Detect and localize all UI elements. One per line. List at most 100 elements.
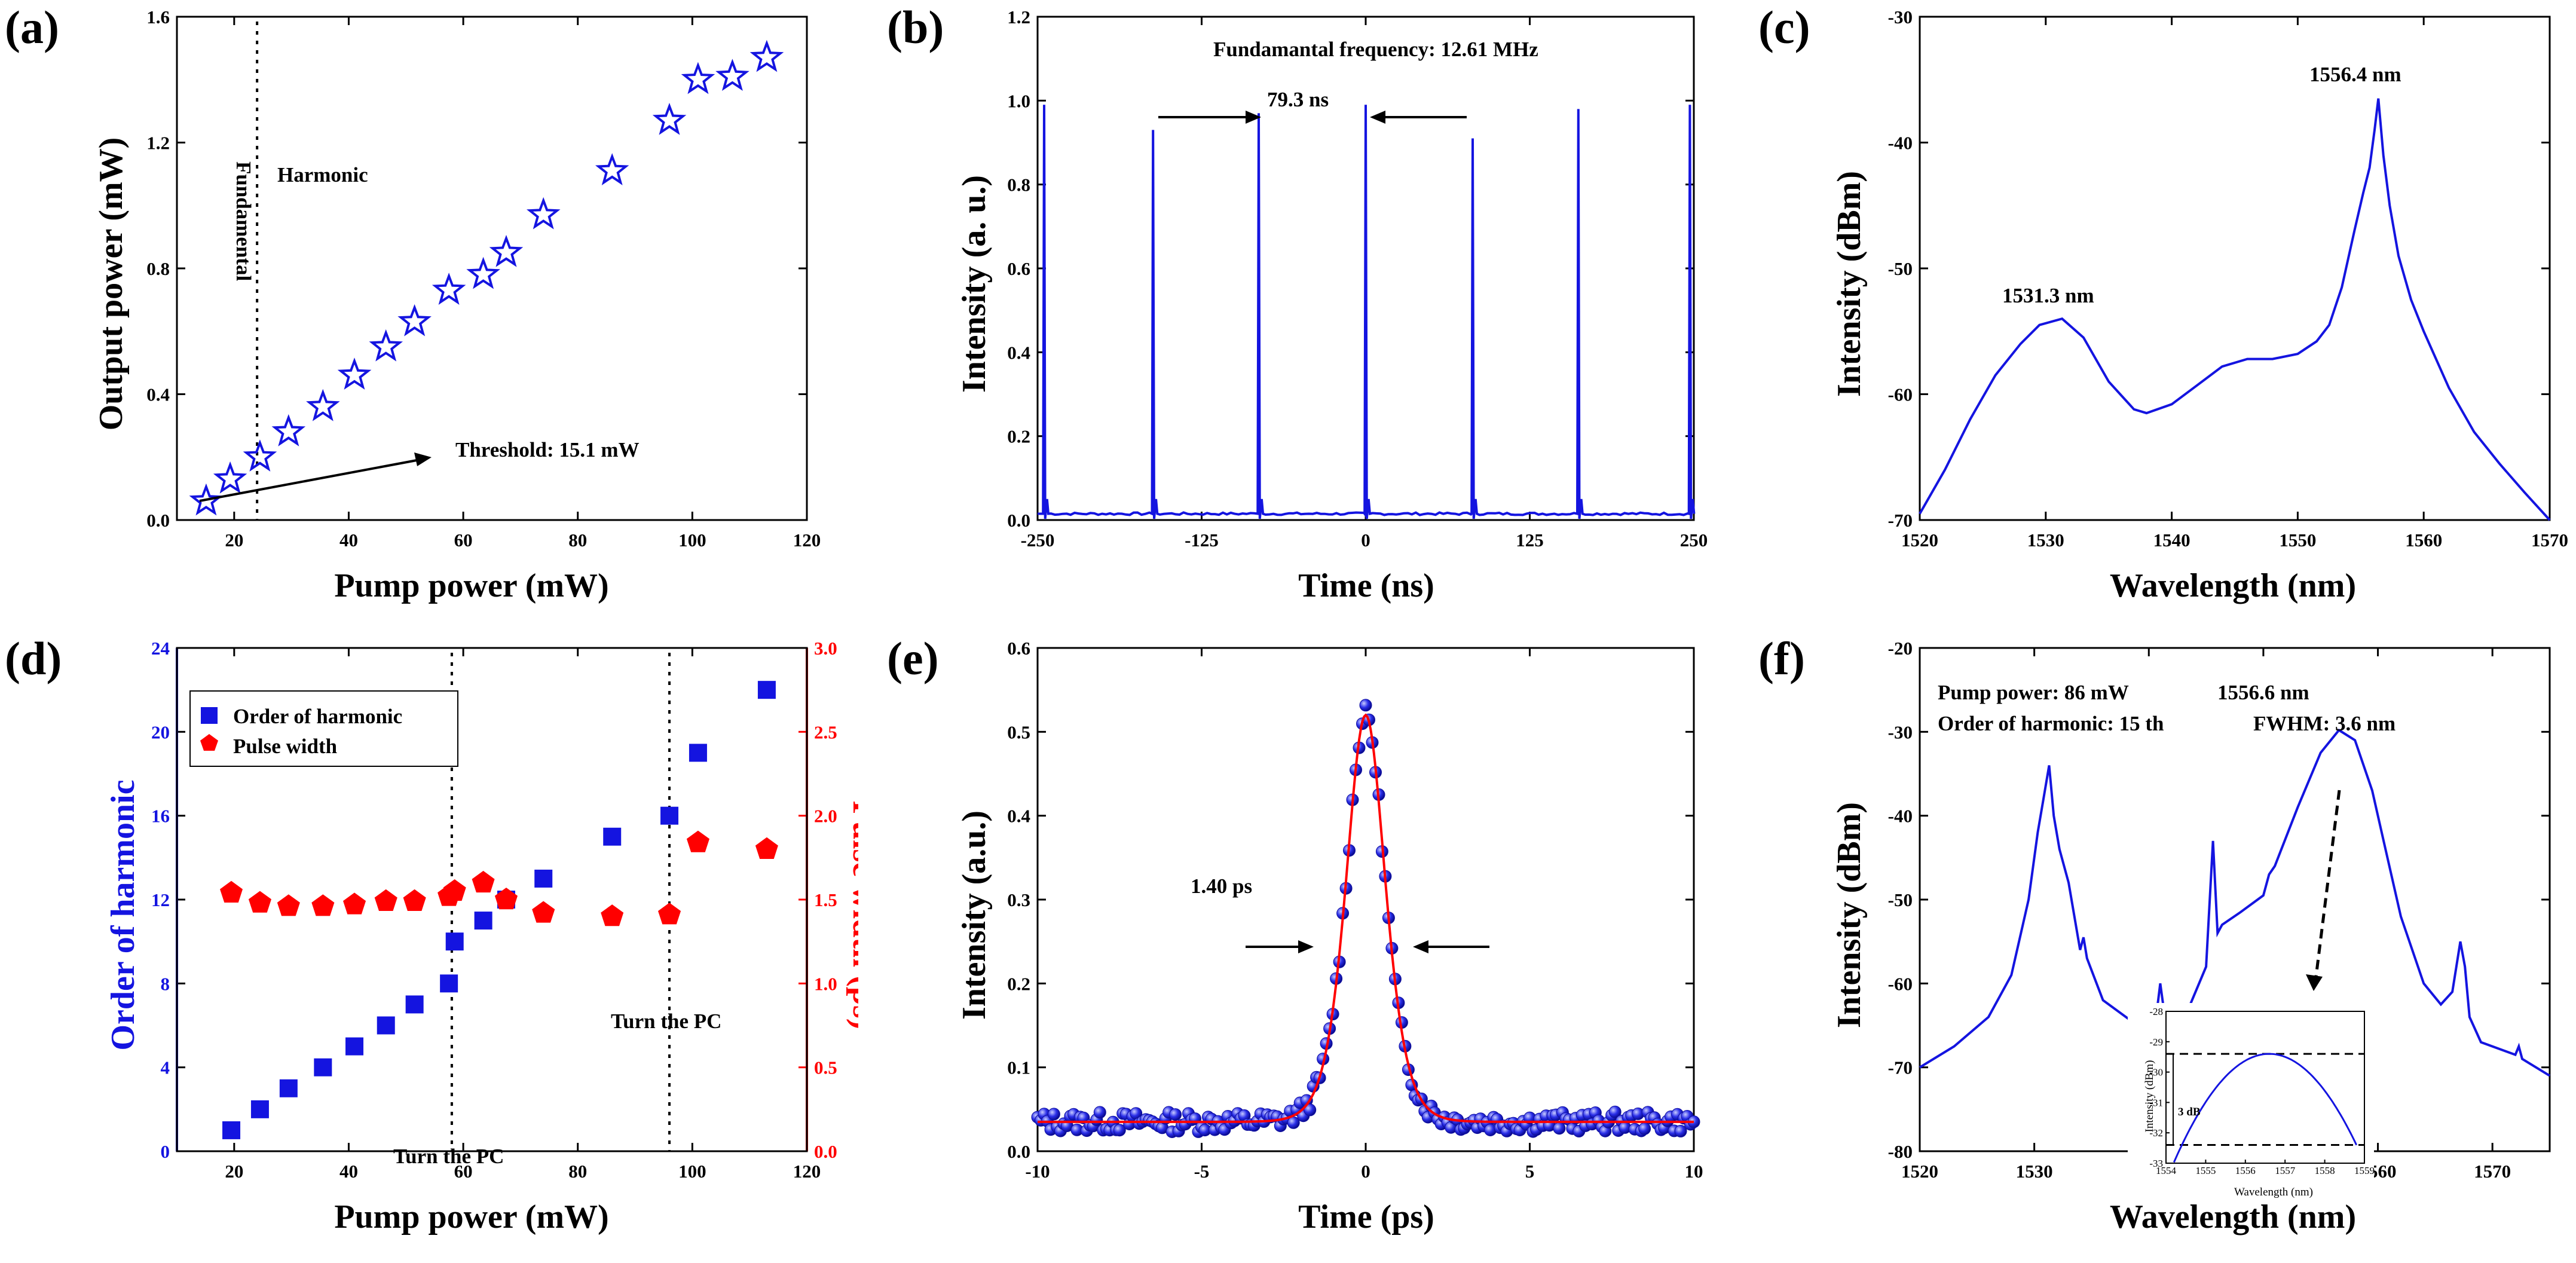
x-tick-label: 20 (225, 1161, 243, 1182)
x-tick-label: 40 (339, 530, 358, 551)
x-tick-label: 250 (1680, 530, 1708, 551)
harmonic-order-point (603, 827, 622, 846)
inset-y-tick-label: -32 (2149, 1127, 2163, 1139)
inset-x-tick-label: 1554 (2156, 1165, 2177, 1176)
inset-background (2128, 1003, 2374, 1184)
y-right-tick-label: 3.0 (814, 638, 837, 659)
data-point-sphere (1608, 1105, 1622, 1118)
y-right-tick-label: 2.0 (814, 806, 837, 827)
y-tick-label: 4 (161, 1057, 170, 1078)
data-point-star (749, 39, 784, 72)
pulse-width-point (248, 891, 271, 913)
data-point-sphere (1047, 1108, 1060, 1121)
data-point-sphere (1359, 699, 1372, 712)
period-arrowhead-right (1370, 111, 1385, 124)
pulse-width-point (532, 901, 555, 923)
y-right-tick-label: 1.0 (814, 973, 837, 994)
y-tick-label: 0.4 (1007, 806, 1030, 827)
width-arrowhead-left (1298, 940, 1314, 953)
x-tick-label: -250 (1021, 530, 1055, 551)
plot-frame (176, 16, 808, 521)
y-tick-label: 24 (151, 638, 170, 659)
y-tick-label: -40 (1888, 133, 1913, 154)
y-tick-label: -40 (1888, 806, 1913, 827)
inset-y-tick-label: -28 (2149, 1006, 2163, 1017)
panel-c: (c) 1520 1530 1540 1550 1560 1570 -70 -60 -50 -40… (1717, 0, 2575, 631)
pulse-width-point (374, 889, 397, 911)
pulse-width-point (311, 894, 335, 916)
x-tick-label: -125 (1185, 530, 1219, 551)
plot-frame (1036, 16, 1695, 521)
x-tick-label: 1530 (2027, 530, 2064, 551)
data-point-sphere (1304, 1103, 1317, 1117)
y-tick-label: -60 (1888, 973, 1913, 994)
x-tick-label: 120 (793, 1161, 821, 1182)
y-tick-label: -30 (1888, 721, 1913, 742)
spectrum-line (1919, 728, 2551, 1077)
harmonic-order-point (534, 869, 553, 888)
harmonic-order-point (689, 744, 707, 762)
turn-pc-annotation-2: Turn the PC (611, 1010, 721, 1033)
data-point-star (432, 273, 466, 305)
panel-f: (f) 152015301540155015601570-80-70-60-50… (1717, 631, 2575, 1262)
threshold-arrowhead (414, 452, 432, 466)
peak1-annotation: 1531.3 nm (2002, 284, 2094, 307)
x-tick-label: 40 (339, 1161, 358, 1182)
threshold-annotation: Threshold: 15.1 mW (455, 438, 640, 461)
y-tick-label: -20 (1888, 638, 1913, 659)
plot-frame (1919, 16, 2551, 521)
y-tick-label: -30 (1888, 7, 1913, 27)
inset-y-tick-label: -30 (2149, 1067, 2163, 1078)
data-point-star (271, 414, 306, 447)
x-axis-title: Time (ps) (1298, 1198, 1434, 1236)
data-point-star (715, 59, 749, 91)
chart-f: (f) 152015301540155015601570-80-70-60-50… (1758, 632, 2551, 1236)
plot-frame (176, 647, 808, 1152)
pulse-train-line (1038, 105, 1696, 519)
chart-b: (b) -250 -125 0 125 250 0.0 0.2 0.4 0.6 0.8 1.0 1.2… (887, 1, 1708, 604)
y-tick-label: 1.0 (1007, 90, 1030, 111)
legend-label-pulse-width: Pulse width (233, 735, 337, 758)
x-tick-label: 1570 (2531, 530, 2568, 551)
y-tick-label: 16 (151, 806, 170, 827)
y-right-tick-label: 0.5 (814, 1057, 837, 1078)
legend-pentagon-marker (200, 734, 218, 751)
data-point-star (595, 153, 629, 185)
pulse-width-point (403, 889, 426, 911)
harmonic-order-point (757, 681, 776, 699)
pulse-width-point (601, 904, 624, 926)
pulse-width-point (472, 870, 495, 893)
x-tick-label: 80 (568, 530, 587, 551)
data-point-sphere (1287, 1116, 1300, 1129)
harmonic-order-point (377, 1016, 395, 1035)
y-tick-label: -70 (1888, 510, 1913, 531)
y-tick-label: 0.3 (1007, 889, 1030, 910)
pulse-width-point (686, 830, 709, 852)
x-tick-label: -10 (1025, 1161, 1050, 1182)
y-tick-label: 1.2 (1007, 7, 1030, 27)
inset-y-tick-label: -29 (2149, 1036, 2163, 1048)
legend-label-harmonic: Order of harmonic (233, 705, 402, 728)
data-point-star (337, 357, 372, 390)
x-tick-label: 125 (1516, 530, 1544, 551)
y-tick-label: 0.2 (1007, 426, 1030, 447)
y-axis-title-left: Order of harmonic (105, 779, 142, 1050)
y-right-tick-label: 0.0 (814, 1141, 837, 1162)
y-tick-label: 0.6 (1007, 258, 1030, 279)
y-tick-label: 20 (151, 721, 170, 742)
chart-c: (c) 1520 1530 1540 1550 1560 1570 -70 -60 -50 -40… (1758, 1, 2568, 604)
inset-x-tick-label: 1559 (2354, 1165, 2375, 1176)
inset-pointer-arrowhead (2306, 974, 2323, 991)
harmonic-order-point (660, 806, 679, 825)
x-tick-label: -5 (1194, 1161, 1210, 1182)
harmonic-annotation: Harmonic (277, 163, 368, 186)
y-right-tick-label: 1.5 (814, 889, 837, 910)
data-point-star (652, 103, 687, 135)
order-annotation: Order of harmonic: 15 th (1938, 712, 2164, 735)
chart-e: (e) -10 -5 0 5 10 0.0 0.1 0.2 0.3 0.4 0.5 0.6 1.40 … (887, 632, 1703, 1236)
chart-a: (a) 20 40 60 80 100 120 0.0 0.4 0.8 1.2 1.6 Harmon… (5, 1, 821, 604)
panel-label-a: (a) (5, 1, 59, 53)
y-right-tick-label: 2.5 (814, 721, 837, 742)
y-tick-label: 0.0 (1007, 1141, 1030, 1162)
inset-x-tick-label: 1558 (2315, 1165, 2335, 1176)
